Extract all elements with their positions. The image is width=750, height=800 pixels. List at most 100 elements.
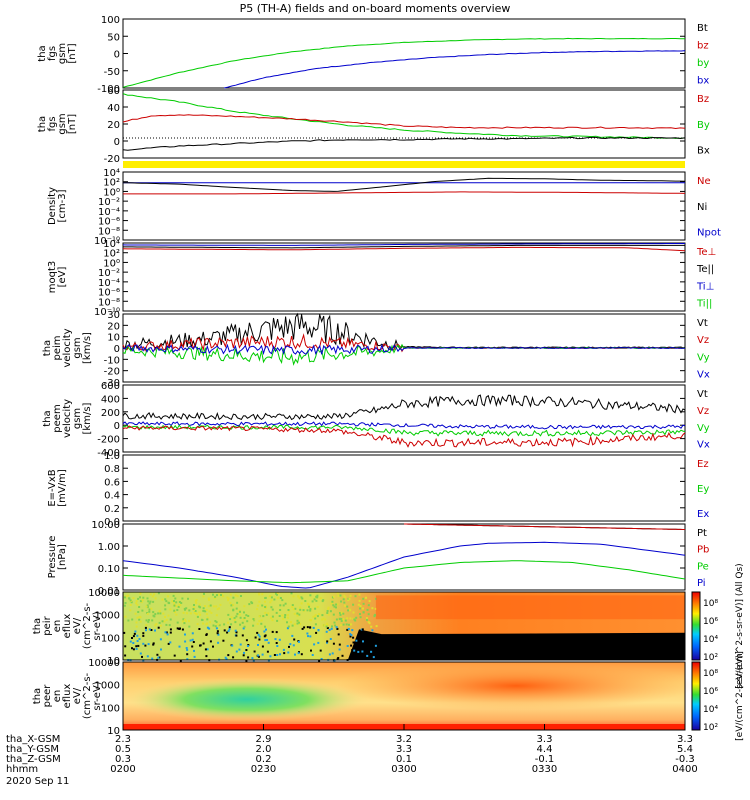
legend-Ni: Ni: [697, 202, 707, 213]
heatmap-pixel: [353, 618, 356, 621]
heatmap-hot: [375, 595, 685, 620]
heatmap-pixel: [176, 621, 179, 624]
x-tick-label: 5.4: [677, 744, 693, 755]
heatmap-pixel: [167, 614, 170, 617]
colorbar-tick: 10⁸: [703, 669, 718, 679]
heatmap-pixel: [232, 656, 235, 659]
heatmap-pixel: [134, 612, 137, 615]
heatmap-pixel: [215, 621, 218, 624]
y-tick-label: 10⁻⁴: [98, 278, 120, 289]
y-tick-label: 30: [107, 310, 120, 321]
heatmap-pixel: [135, 647, 138, 650]
heatmap-pixel: [223, 623, 226, 626]
heatmap-pixel: [359, 616, 362, 619]
heatmap-pixel: [165, 618, 168, 621]
heatmap-pixel: [217, 633, 220, 636]
heatmap-pixel: [333, 605, 336, 608]
heatmap-pixel: [254, 636, 257, 639]
heatmap-pixel: [313, 598, 316, 601]
heatmap-pixel: [327, 606, 330, 609]
heatmap-pixel: [370, 650, 373, 653]
heatmap-pixel: [216, 632, 219, 635]
heatmap-pixel: [181, 597, 184, 600]
x-tick-label: 0.5: [115, 744, 131, 755]
heatmap-pixel: [149, 593, 152, 596]
heatmap-pixel: [193, 606, 196, 609]
heatmap-pixel: [136, 616, 139, 619]
heatmap-pixel: [323, 624, 326, 627]
heatmap-pixel: [366, 608, 369, 611]
x-tick-label: 3.3: [396, 744, 412, 755]
heatmap-pixel: [231, 644, 234, 647]
heatmap-pixel: [351, 629, 354, 632]
y-tick-label: 1000: [95, 611, 120, 622]
panel-6: [122, 384, 686, 453]
heatmap-pixel: [146, 606, 149, 609]
legend-Ex: Ex: [697, 509, 709, 520]
heatmap-pixel: [374, 644, 377, 647]
x-tick-label: 0400: [672, 764, 697, 775]
heatmap-pixel: [306, 626, 309, 629]
heatmap-pixel: [302, 609, 305, 612]
y-tick-label: 600: [101, 381, 120, 392]
heatmap-pixel: [301, 627, 304, 630]
heatmap-pixel: [350, 623, 352, 626]
heatmap-pixel: [129, 609, 132, 612]
y-tick-label: 10⁰: [103, 258, 120, 269]
heatmap-pixel: [132, 597, 135, 600]
heatmap-pixel: [208, 598, 210, 601]
legend-By: By: [697, 120, 710, 131]
y-tick-label: 10⁻⁶: [98, 217, 120, 228]
legend-Pe: Pe: [697, 561, 709, 572]
heatmap-pixel: [186, 658, 189, 661]
legend-by: by: [697, 58, 709, 69]
heatmap-pixel: [243, 611, 245, 614]
heatmap-pixel: [136, 634, 139, 637]
heatmap-pixel: [256, 604, 259, 607]
y-tick-label: 0.10: [98, 564, 120, 575]
heatmap-pixel: [261, 593, 264, 596]
heatmap-pixel: [157, 626, 160, 629]
heatmap-pixel: [309, 594, 312, 597]
heatmap-pixel: [337, 657, 340, 659]
y-axis-label: moqt3: [47, 261, 58, 294]
heatmap-pixel: [300, 653, 303, 656]
heatmap-pixel: [164, 631, 167, 634]
heatmap-pixel: [243, 651, 245, 654]
y-tick-label: 100: [101, 15, 120, 26]
heatmap-pixel: [218, 607, 220, 610]
colorbar-tick: 10⁶: [703, 687, 718, 697]
heatmap-pixel: [150, 607, 153, 610]
heatmap-pixel: [353, 649, 356, 652]
heatmap-pixel: [250, 601, 253, 604]
heatmap-pixel: [258, 635, 261, 638]
heatmap-pixel: [139, 620, 142, 623]
heatmap-pixel: [136, 640, 139, 642]
heatmap-pixel: [135, 602, 138, 605]
heatmap-pixel: [215, 627, 218, 630]
heatmap-pixel: [296, 622, 299, 625]
heatmap-pixel: [247, 615, 250, 617]
legend-Vt: Vt: [697, 389, 708, 400]
heatmap-pixel: [133, 632, 136, 635]
series-Bz: [122, 114, 686, 130]
heatmap-pixel: [342, 598, 345, 601]
chart-title: P5 (TH-A) fields and on-board moments ov…: [239, 2, 511, 15]
heatmap-pixel: [230, 623, 233, 626]
heatmap-pixel: [348, 597, 351, 600]
heatmap-pixel: [346, 605, 349, 608]
series-by: [122, 37, 686, 88]
panel-0: [122, 18, 686, 89]
heatmap-pixel: [206, 626, 209, 629]
heatmap-pixel: [326, 612, 329, 614]
heatmap-pixel: [326, 627, 329, 629]
heatmap-pixel: [267, 612, 270, 615]
heatmap-pixel: [291, 624, 294, 627]
heatmap-pixel: [228, 626, 231, 629]
heatmap-pixel: [203, 605, 206, 607]
y-axis-label: tha: [32, 618, 43, 634]
heatmap-pixel: [187, 597, 189, 600]
heatmap-pixel: [164, 615, 166, 618]
heatmap-pixel: [325, 630, 328, 633]
heatmap-pixel: [233, 618, 236, 621]
